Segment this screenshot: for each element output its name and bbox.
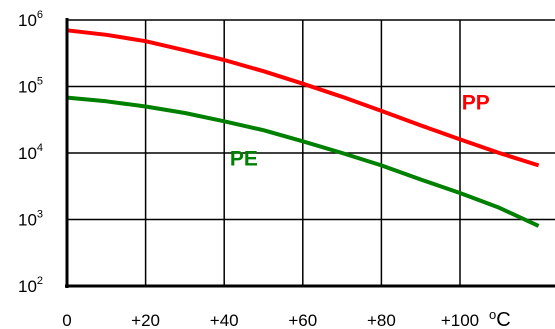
x-tick-label: +100 — [441, 311, 479, 329]
x-tick-label: +80 — [367, 311, 396, 329]
y-tick-base: 10 — [18, 144, 37, 163]
y-tick-base: 10 — [18, 11, 37, 30]
x-tick-labels: 0 +20 +40 +60 +80 +100 oC — [62, 307, 510, 329]
series-label-pp: PP — [462, 92, 490, 115]
y-tick-exponent: 5 — [37, 76, 43, 88]
x-unit-letter: C — [496, 309, 510, 329]
series-line-pe — [66, 95, 540, 228]
y-tick-exponent: 6 — [37, 9, 43, 21]
y-tick-label: 105 — [18, 76, 43, 97]
y-tick-label: 104 — [18, 142, 43, 163]
y-tick-exponent: 3 — [37, 209, 43, 221]
series-line-pp — [66, 28, 540, 168]
axes-frame — [65, 18, 555, 288]
y-tick-label: 102 — [18, 275, 43, 296]
series-group — [66, 28, 540, 228]
x-tick-label: +60 — [288, 311, 317, 329]
series-labels: PP PE — [230, 92, 490, 171]
y-tick-base: 10 — [18, 211, 37, 230]
x-tick-label: 0 — [62, 311, 71, 329]
series-label-pe: PE — [230, 147, 258, 170]
y-tick-base: 10 — [18, 277, 37, 296]
y-tick-base: 10 — [18, 78, 37, 97]
x-unit-degree: o — [489, 307, 496, 322]
x-tick-label: +20 — [131, 311, 160, 329]
y-tick-label: 103 — [18, 209, 43, 230]
x-unit-label: oC — [489, 307, 511, 329]
y-tick-label: 106 — [18, 9, 43, 30]
y-tick-exponent: 4 — [37, 142, 43, 154]
y-tick-exponent: 2 — [37, 275, 43, 287]
x-tick-label: +40 — [210, 311, 239, 329]
